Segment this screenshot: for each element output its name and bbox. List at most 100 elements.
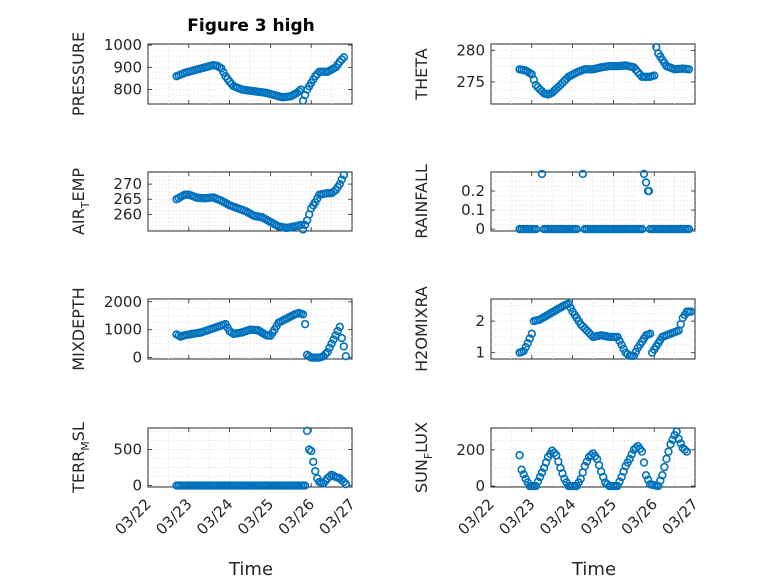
y-axis-label-mixdepth: MIXDEPTH xyxy=(69,287,88,370)
y-tick-label: 1 xyxy=(475,344,485,362)
data-point xyxy=(649,71,659,80)
data-point xyxy=(339,53,349,62)
data-point xyxy=(660,462,669,472)
data-point xyxy=(307,446,316,456)
data-point xyxy=(311,466,320,476)
data-point xyxy=(311,72,320,81)
subplot-pressure: 800 900 1000 PRESSURE xyxy=(69,32,353,116)
data-point xyxy=(519,470,528,479)
y-tick-label: 260 xyxy=(113,205,142,223)
y-tick-label: 270 xyxy=(113,175,142,193)
y-tick-label: 0.2 xyxy=(461,182,485,200)
y-axis-label-subscript: M xyxy=(79,441,92,451)
y-axis-label-part: LUX xyxy=(412,422,431,453)
data-point xyxy=(335,322,344,332)
data-point xyxy=(625,454,634,464)
x-tick-label: 03/25 xyxy=(577,495,620,538)
data-point xyxy=(333,326,342,336)
data-point xyxy=(658,471,667,480)
data-point xyxy=(339,170,349,180)
data-point xyxy=(682,447,692,456)
data-point xyxy=(641,178,651,187)
data-point xyxy=(531,224,541,234)
data-point xyxy=(641,471,651,480)
data-point xyxy=(335,179,344,189)
data-point xyxy=(586,451,596,460)
y-axis-label-air_temp: AIRTEMP xyxy=(69,168,92,235)
data-point xyxy=(631,443,641,453)
y-axis-label-part: SUN xyxy=(412,459,431,493)
data-point xyxy=(613,481,622,491)
data-point xyxy=(337,333,346,343)
data-point xyxy=(627,450,636,459)
y-axis-label-part: AIR xyxy=(69,208,88,235)
data-point xyxy=(341,479,351,489)
data-point xyxy=(537,169,547,179)
data-point xyxy=(296,220,306,230)
y-tick-label: 1000 xyxy=(104,321,142,339)
data-point xyxy=(300,319,310,329)
data-point xyxy=(335,57,344,66)
data-point xyxy=(337,55,346,64)
data-point xyxy=(531,481,541,491)
y-axis-label-h2omixra: H2OMIXRA xyxy=(412,286,431,372)
x-tick-label: 03/24 xyxy=(536,495,579,538)
x-tick-label: 03/25 xyxy=(234,495,277,538)
data-point xyxy=(535,472,545,482)
data-point xyxy=(517,465,526,474)
y-tick-label: 2 xyxy=(475,312,485,330)
data-point xyxy=(341,352,351,361)
data-point xyxy=(298,225,308,234)
data-point xyxy=(664,447,673,456)
data-point xyxy=(550,448,559,458)
x-tick-label: 03/27 xyxy=(316,495,359,538)
data-point xyxy=(525,334,534,343)
y-tick-label: 265 xyxy=(113,190,142,208)
y-axis-label-terr_msl: TERRMSL xyxy=(69,422,92,494)
x-tick-label: 03/26 xyxy=(618,495,661,538)
data-point xyxy=(515,451,524,460)
y-tick-label: 275 xyxy=(456,73,485,91)
data-point xyxy=(321,349,330,359)
data-point xyxy=(639,169,649,179)
data-point xyxy=(225,77,234,86)
y-tick-label: 900 xyxy=(113,58,142,76)
x-axis-label-right: Time xyxy=(571,559,616,580)
data-point xyxy=(666,440,675,449)
y-tick-label: 0 xyxy=(132,349,142,367)
data-point xyxy=(547,446,557,455)
x-tick-label: 03/24 xyxy=(193,495,236,538)
y-axis-label-theta: THETA xyxy=(412,48,431,100)
data-point xyxy=(298,310,308,319)
y-axis-label-sun_flux: SUNFLUX xyxy=(412,422,435,493)
subplot-rainfall: 00.10.2 RAINFALL xyxy=(412,164,696,239)
data-point xyxy=(582,457,592,466)
y-tick-label: 280 xyxy=(456,41,485,59)
data-point xyxy=(300,220,310,230)
data-point xyxy=(533,477,543,486)
y-tick-label: 0 xyxy=(475,220,485,238)
subplot-mixdepth: 0 1000 2000 MIXDEPTH xyxy=(69,287,353,371)
data-point xyxy=(537,468,547,477)
y-axis-label-subscript: T xyxy=(79,201,92,209)
data-point xyxy=(337,175,346,184)
data-point xyxy=(300,481,310,490)
data-point xyxy=(531,80,541,90)
x-tick-label: 03/23 xyxy=(495,495,538,538)
y-tick-label: 0 xyxy=(475,477,485,495)
y-axis-label-rainfall: RAINFALL xyxy=(412,164,431,239)
x-axis-label-left: Time xyxy=(228,559,273,580)
subplot-theta: 275 280 THETA xyxy=(412,41,696,105)
data-point xyxy=(662,454,671,464)
figure-title: Figure 3 high xyxy=(187,16,315,36)
data-point xyxy=(686,307,696,316)
data-point xyxy=(643,475,653,484)
data-point xyxy=(580,461,590,471)
y-axis-label-pressure: PRESSURE xyxy=(69,32,88,116)
data-point xyxy=(527,329,536,338)
y-tick-label: 0.1 xyxy=(461,201,485,219)
